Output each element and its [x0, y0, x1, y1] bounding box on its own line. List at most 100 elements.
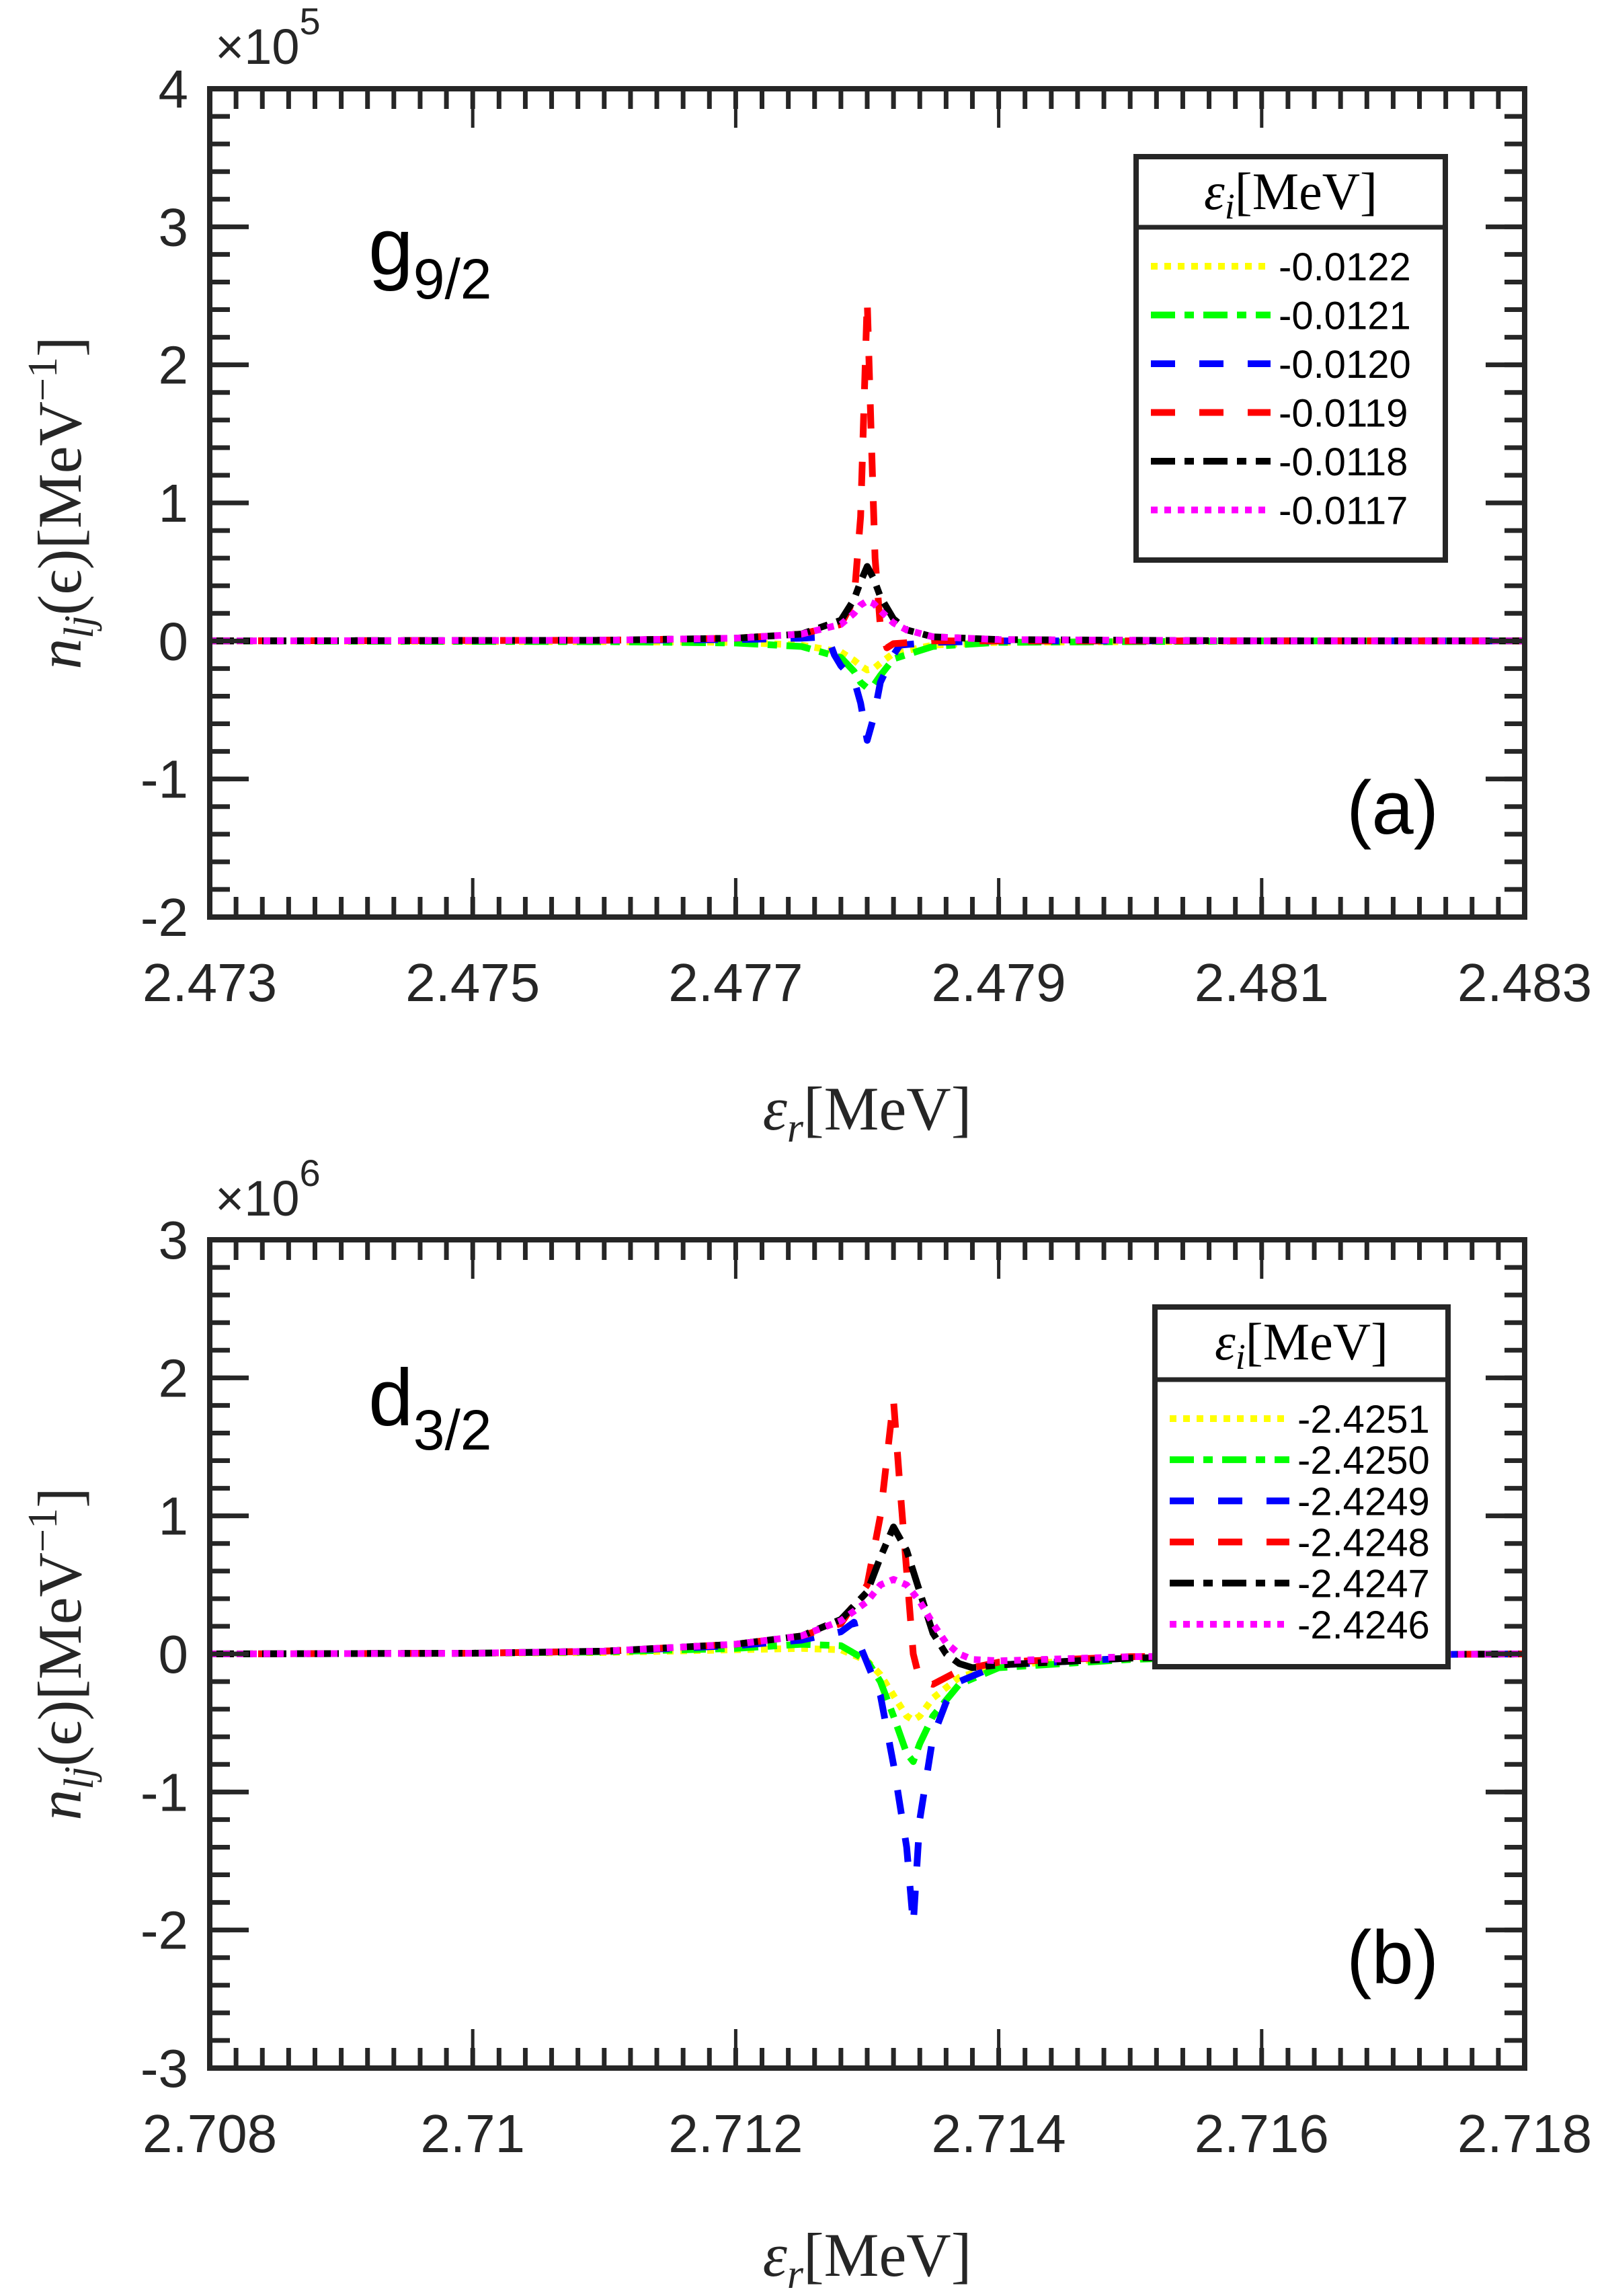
x-axis-symbol: ε	[763, 2221, 788, 2289]
x-tick-label: 2.481	[1195, 953, 1329, 1013]
legend-title-symbol: ε	[1204, 162, 1225, 221]
legend-label: -0.0118	[1279, 440, 1408, 484]
y-axis-symbol: n	[26, 639, 94, 670]
legend-item: -2.4248	[1170, 1521, 1430, 1565]
y-axis-sub: lj	[56, 1766, 102, 1789]
legend-item: -0.0120	[1151, 343, 1411, 387]
panel-label: (a)	[1347, 766, 1439, 850]
y-tick-label: -2	[140, 1901, 188, 1961]
y-axis-sub: lj	[56, 615, 102, 638]
legend-title-unit: [MeV]	[1246, 1312, 1388, 1371]
x-tick-label: 2.716	[1195, 2104, 1329, 2164]
y-tick-label: 1	[159, 1487, 189, 1546]
y-tick-label: 1	[159, 473, 189, 533]
legend-box	[1152, 1304, 1451, 1669]
y-axis-unit: [MeV	[26, 401, 94, 549]
orbital-sub: 3/2	[413, 1398, 492, 1462]
legend-item: -0.0117	[1151, 489, 1408, 533]
legend-label: -0.0117	[1279, 489, 1408, 533]
x-tick-label: 2.479	[931, 953, 1066, 1013]
series-group	[210, 296, 1525, 744]
x-tick-label: 2.475	[405, 953, 540, 1013]
legend-title: εi[MeV]	[1204, 162, 1377, 227]
legend-label: -0.0121	[1279, 294, 1411, 338]
legend-item: -2.4247	[1170, 1562, 1430, 1606]
y-tick-label: -1	[140, 750, 188, 809]
y-multiplier: ×106	[215, 1152, 321, 1226]
y-multiplier-base: ×10	[215, 1171, 300, 1226]
legend-title: εi[MeV]	[1215, 1312, 1388, 1377]
x-axis-unit: [MeV]	[803, 2221, 971, 2289]
panel-b: 2.708 2.71 2.712 2.714 2.716 2.718 -3 -2 -1 0 1 2 3 ×…	[20, 1152, 1592, 2296]
y-axis-title: nlj(ϵ)[MeV−1]	[20, 336, 102, 669]
y-axis-unit-close: ]	[26, 1487, 94, 1508]
legend-item: -0.0118	[1151, 440, 1408, 484]
x-tick-label: 2.708	[143, 2104, 277, 2164]
series-line--2.4246	[210, 1576, 1525, 1665]
x-tick-label: 2.477	[668, 953, 803, 1013]
y-axis-symbol: n	[26, 1790, 94, 1821]
orbital-sub: 9/2	[413, 247, 492, 311]
orbital-label: g9/2	[368, 202, 492, 311]
y-axis-unit-close: ]	[26, 336, 94, 357]
legend-label: -2.4249	[1297, 1480, 1430, 1523]
x-axis-sub: r	[787, 1105, 804, 1151]
series-line--0.0120	[210, 633, 1525, 744]
legend-item: -2.4251	[1170, 1398, 1430, 1441]
y-multiplier-base: ×10	[215, 19, 300, 75]
legend-title-symbol: ε	[1215, 1312, 1236, 1371]
y-axis-unit-exp: −1	[20, 1508, 66, 1552]
series-line--2.4248	[210, 1396, 1525, 1688]
x-axis-unit: [MeV]	[803, 1074, 971, 1143]
y-tick-label: -3	[140, 2038, 188, 2098]
series-line--0.0121	[210, 637, 1525, 692]
y-tick-label: 2	[159, 1348, 189, 1408]
legend-item: -2.4249	[1170, 1480, 1430, 1523]
legend-title-sub: i	[1225, 186, 1235, 227]
series-line--0.0122	[210, 637, 1525, 674]
x-axis-sub: r	[787, 2252, 804, 2296]
y-tick-label: -2	[140, 887, 188, 947]
y-tick-label: -1	[140, 1762, 188, 1822]
series-group	[210, 1396, 1525, 1928]
y-tick-label: 3	[159, 1210, 189, 1270]
y-tick-label: 0	[159, 611, 189, 671]
legend-item: -0.0121	[1151, 294, 1411, 338]
series-line--0.0118	[210, 563, 1525, 645]
legend-label: -0.0122	[1279, 245, 1411, 289]
y-multiplier-exp: 6	[300, 1152, 321, 1194]
y-axis-unit-exp: −1	[20, 357, 66, 401]
y-multiplier-exp: 5	[300, 0, 321, 42]
x-tick-label: 2.71	[420, 2104, 525, 2164]
legend-label: -0.0119	[1279, 392, 1408, 436]
x-axis-title: εr[MeV]	[763, 2221, 972, 2296]
legend: εi[MeV]-2.4251-2.4250-2.4249-2.4248-2.42…	[1152, 1304, 1451, 1669]
legend-item: -0.0119	[1151, 392, 1408, 436]
y-tick-label: 3	[159, 197, 189, 257]
x-axis-title: εr[MeV]	[763, 1074, 972, 1151]
y-axis-arg: (ϵ)	[26, 549, 94, 616]
legend-box	[1133, 154, 1448, 563]
legend-label: -2.4246	[1297, 1604, 1430, 1647]
x-tick-label: 2.714	[931, 2104, 1066, 2164]
x-tick-label: 2.473	[143, 953, 277, 1013]
legend-label: -2.4251	[1297, 1398, 1430, 1441]
legend-label: -0.0120	[1279, 343, 1411, 387]
x-axis-symbol: ε	[763, 1074, 788, 1143]
legend-label: -2.4248	[1297, 1521, 1430, 1565]
y-axis-title: nlj(ϵ)[MeV−1]	[20, 1487, 102, 1820]
legend-item: -0.0122	[1151, 245, 1411, 289]
y-tick-label: 0	[159, 1624, 189, 1684]
y-tick-label: 2	[159, 335, 189, 395]
legend-title-sub: i	[1236, 1337, 1246, 1377]
legend-title-unit: [MeV]	[1235, 162, 1377, 221]
legend: εi[MeV]-0.0122-0.0121-0.0120-0.0119-0.01…	[1133, 154, 1448, 563]
y-tick-label: 4	[159, 59, 189, 119]
orbital-base: d	[368, 1353, 413, 1443]
series-line--0.0117	[210, 597, 1525, 645]
legend-label: -2.4250	[1297, 1439, 1430, 1482]
y-axis-unit: [MeV	[26, 1552, 94, 1700]
legend-item: -2.4250	[1170, 1439, 1430, 1482]
x-tick-label: 2.483	[1457, 953, 1592, 1013]
y-axis-arg: (ϵ)	[26, 1700, 94, 1767]
